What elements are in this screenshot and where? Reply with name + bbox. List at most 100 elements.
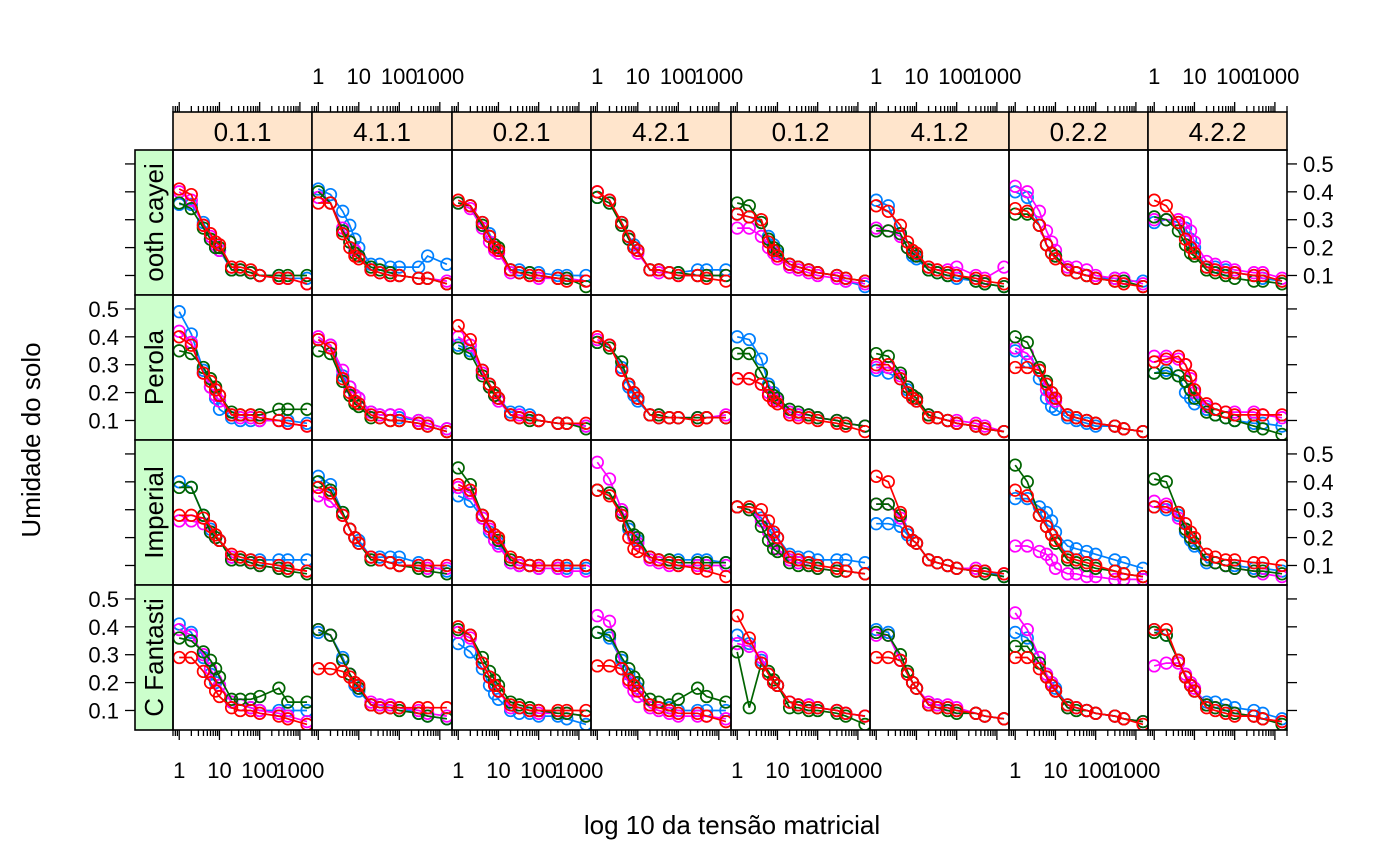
y-tick-label: 0.3 xyxy=(1303,498,1334,523)
data-point xyxy=(662,703,676,718)
data-point xyxy=(300,277,312,291)
data-point xyxy=(615,363,629,377)
data-point xyxy=(770,530,785,545)
data-point xyxy=(602,472,617,486)
data-point xyxy=(615,215,629,230)
data-point xyxy=(1247,709,1261,723)
data-point xyxy=(1159,213,1173,227)
panel xyxy=(869,584,1010,731)
x-tick-label: 1000 xyxy=(275,758,324,783)
panel xyxy=(730,294,871,441)
x-tick-label: 100 xyxy=(520,758,557,783)
data-point xyxy=(244,703,258,718)
data-point xyxy=(281,271,295,285)
series-line xyxy=(1154,478,1283,575)
data-point xyxy=(1108,564,1122,578)
x-tick-label: 1000 xyxy=(694,64,743,89)
data-point xyxy=(475,656,490,670)
row-strips: ooth cayei Perola Imperial C Fantasti xyxy=(134,149,174,731)
data-point xyxy=(336,372,350,386)
series-line xyxy=(178,202,307,277)
panel xyxy=(451,149,592,296)
data-point xyxy=(881,224,895,238)
series-line xyxy=(317,475,448,572)
panel xyxy=(451,439,592,586)
panels xyxy=(172,149,1288,731)
data-point xyxy=(196,366,211,380)
data-point xyxy=(491,243,506,258)
data-point xyxy=(440,701,452,715)
data-point xyxy=(1187,246,1202,260)
data-point xyxy=(336,227,350,241)
panel xyxy=(730,149,871,296)
series-line xyxy=(318,667,447,709)
y-tick-label: 0.4 xyxy=(88,325,119,350)
data-point xyxy=(811,413,825,428)
data-point xyxy=(560,558,574,573)
data-point xyxy=(1247,556,1261,570)
x-tick-label: 10 xyxy=(626,64,650,89)
data-point xyxy=(1275,714,1287,729)
data-point xyxy=(858,419,870,433)
data-point xyxy=(615,662,629,676)
y-tick-label: 0.1 xyxy=(1303,263,1334,288)
data-point xyxy=(420,419,435,433)
data-point xyxy=(336,204,350,218)
data-point xyxy=(997,277,1009,291)
data-point xyxy=(631,684,645,698)
series-line xyxy=(737,506,866,575)
data-point xyxy=(905,243,920,258)
data-point xyxy=(1136,279,1148,294)
data-point xyxy=(420,709,435,723)
panel xyxy=(311,439,453,586)
data-point xyxy=(551,271,565,285)
data-point xyxy=(212,238,227,252)
series-line xyxy=(736,634,866,717)
data-point xyxy=(742,701,756,715)
data-point xyxy=(1032,662,1047,676)
series-line xyxy=(1153,199,1283,282)
data-point xyxy=(392,701,406,715)
data-point xyxy=(754,377,769,391)
y-axis-title: Umidade do solo xyxy=(16,342,46,537)
data-point xyxy=(523,558,537,573)
data-point xyxy=(997,567,1009,581)
x-tick-label: 1 xyxy=(173,758,185,783)
data-point xyxy=(881,475,895,489)
data-point xyxy=(212,402,227,416)
x-tick-label: 10 xyxy=(347,64,371,89)
data-point xyxy=(1247,268,1261,283)
data-point xyxy=(420,558,435,573)
data-point xyxy=(244,408,258,422)
data-point xyxy=(631,243,645,258)
data-point xyxy=(1228,709,1242,723)
data-point xyxy=(1044,553,1059,567)
data-point xyxy=(858,709,870,723)
data-point xyxy=(532,413,546,428)
series-line xyxy=(1015,366,1144,433)
data-point xyxy=(1060,408,1075,422)
y-tick-label: 0.5 xyxy=(1303,152,1334,177)
series-line xyxy=(876,656,1005,720)
data-point xyxy=(411,558,426,573)
x-tick-label: 100 xyxy=(660,64,697,89)
x-tick-label: 10 xyxy=(1182,64,1206,89)
data-point xyxy=(1199,260,1214,274)
data-point xyxy=(830,561,844,575)
data-point xyxy=(281,712,295,726)
data-point xyxy=(1048,684,1063,698)
panel xyxy=(172,584,313,731)
data-point xyxy=(1108,419,1122,433)
y-tick-label: 0.2 xyxy=(1303,236,1334,261)
data-point xyxy=(411,271,426,285)
data-point xyxy=(323,486,338,500)
data-point xyxy=(1275,274,1287,288)
panel xyxy=(730,439,871,586)
data-point xyxy=(323,628,338,642)
data-point xyxy=(253,556,267,570)
panel xyxy=(1147,439,1288,586)
data-point xyxy=(1247,564,1261,578)
data-point xyxy=(893,505,908,520)
data-point xyxy=(881,349,895,363)
data-point xyxy=(196,218,211,232)
